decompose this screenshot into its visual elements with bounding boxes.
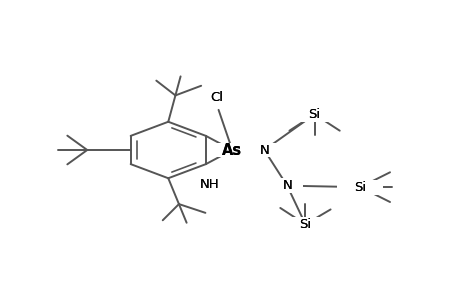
Text: Si: Si	[353, 181, 365, 194]
Text: Cl: Cl	[210, 91, 223, 104]
Text: NH: NH	[199, 178, 219, 191]
Bar	[193, 90, 239, 105]
Text: N: N	[282, 179, 291, 192]
Text: N: N	[259, 143, 269, 157]
Text: N: N	[259, 143, 269, 157]
Bar	[209, 142, 255, 158]
Bar	[270, 178, 302, 193]
Bar	[337, 180, 382, 195]
Text: Cl: Cl	[210, 91, 223, 104]
Text: N: N	[282, 179, 291, 192]
Text: As: As	[222, 142, 242, 158]
Bar	[186, 177, 232, 192]
Text: Si: Si	[308, 108, 320, 121]
Bar	[291, 107, 337, 122]
Text: As: As	[222, 142, 242, 158]
Text: Si: Si	[353, 181, 365, 194]
Text: NH: NH	[199, 178, 219, 191]
Text: Si: Si	[308, 108, 320, 121]
Bar	[282, 217, 328, 232]
Text: Si: Si	[299, 218, 311, 231]
Text: Si: Si	[299, 218, 311, 231]
Bar	[248, 142, 280, 158]
